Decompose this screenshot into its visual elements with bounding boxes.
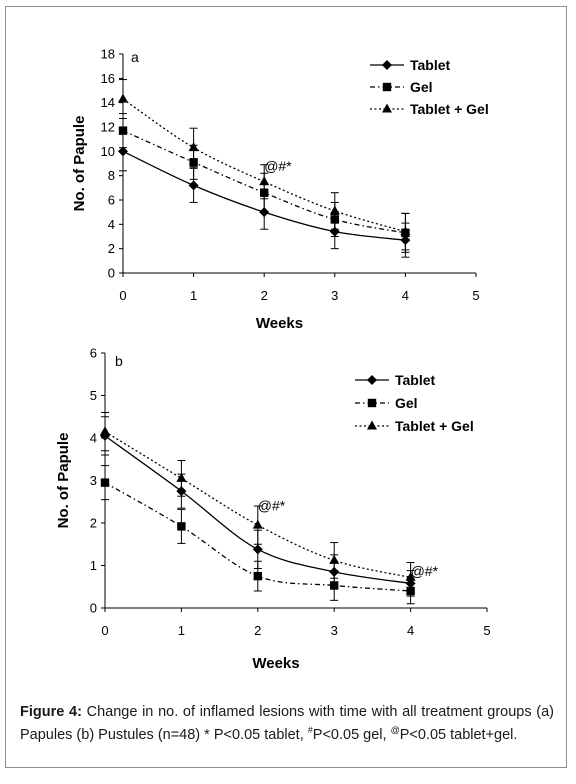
data-point	[176, 472, 187, 482]
data-point	[253, 571, 262, 581]
legend-marker	[367, 420, 377, 430]
y-tick-label: 4	[90, 431, 97, 446]
caption-text-3: P<0.05 tablet+gel.	[399, 726, 518, 743]
panel-label: a	[131, 49, 139, 65]
legend-label: Tablet	[410, 57, 451, 73]
caption-sup-2: @	[390, 725, 400, 735]
x-tick-label: 2	[261, 288, 268, 303]
y-tick-label: 16	[101, 71, 115, 86]
x-tick-label: 3	[331, 288, 338, 303]
caption-text-1: Change in no. of inflamed lesions with t…	[20, 704, 555, 743]
legend-label: Gel	[410, 79, 433, 95]
data-point	[330, 581, 339, 590]
y-axis-label: No. of Papule	[55, 433, 72, 529]
data-point	[100, 426, 110, 436]
y-tick-label: 0	[90, 601, 97, 616]
x-tick-label: 0	[101, 623, 108, 638]
x-tick-label: 5	[472, 288, 479, 303]
x-tick-label: 0	[119, 288, 126, 303]
y-tick-label: 14	[101, 95, 115, 110]
legend-label: Tablet + Gel	[410, 101, 489, 117]
legend-marker	[382, 60, 392, 70]
annotation-label: @#*	[258, 497, 286, 513]
y-tick-label: 2	[90, 516, 97, 531]
y-tick-label: 10	[101, 144, 115, 159]
data-point	[188, 180, 199, 191]
x-tick-label: 2	[254, 623, 261, 638]
data-point	[100, 478, 110, 487]
annotation-label: @#*	[264, 158, 292, 174]
series-tablet-gel	[118, 79, 411, 251]
y-tick-label: 8	[108, 168, 115, 183]
data-point	[405, 571, 416, 581]
data-point	[329, 554, 340, 564]
data-point	[118, 146, 128, 157]
x-tick-label: 4	[407, 623, 414, 638]
y-tick-label: 6	[90, 346, 97, 361]
y-tick-label: 5	[90, 388, 97, 403]
x-tick-label: 5	[483, 623, 490, 638]
legend-label: Tablet + Gel	[395, 418, 474, 434]
data-point	[400, 226, 411, 236]
chart-b: 0 1 2 3 4 5 6 0 1 2 3 4 5 Weeks No. of Papule b Tablet Ge…	[55, 346, 491, 673]
x-tick-label: 3	[331, 623, 338, 638]
data-point	[188, 142, 199, 152]
y-tick-label: 3	[90, 473, 97, 488]
data-point	[329, 205, 340, 215]
legend-marker	[367, 398, 377, 408]
data-point	[252, 544, 263, 555]
x-tick-label: 4	[402, 288, 409, 303]
caption-sup-1: #	[307, 725, 313, 735]
y-tick-label: 1	[90, 558, 97, 573]
x-tick-label: 1	[178, 623, 185, 638]
y-axis-label: No. of Papule	[71, 116, 88, 212]
caption-text-2: P<0.05 gel,	[312, 726, 391, 743]
series-line	[104, 431, 411, 579]
data-point	[118, 126, 128, 135]
legend-label: Gel	[395, 395, 418, 411]
figure-caption: Figure 4: Change in no. of inflamed lesi…	[20, 703, 554, 744]
caption-label: Figure 4:	[20, 704, 82, 720]
y-tick-label: 18	[101, 47, 115, 62]
annotation-label: @#*	[411, 563, 439, 579]
figure-frame	[5, 6, 567, 768]
data-point	[259, 176, 270, 186]
y-tick-label: 6	[108, 193, 115, 208]
x-axis-label: Weeks	[252, 655, 299, 672]
legend-marker	[382, 103, 392, 113]
x-axis-label: Weeks	[256, 315, 303, 332]
series-tablet-gel	[100, 412, 416, 593]
y-tick-label: 0	[108, 266, 115, 281]
data-point	[252, 519, 263, 529]
y-tick-label: 2	[108, 241, 115, 256]
legend-marker	[367, 375, 377, 385]
data-point	[118, 93, 128, 103]
x-tick-label: 1	[190, 288, 197, 303]
legend-label: Tablet	[395, 372, 436, 388]
data-point	[177, 522, 186, 531]
panel-label: b	[115, 353, 123, 369]
y-tick-label: 4	[108, 217, 115, 232]
legend-marker	[382, 82, 392, 92]
y-tick-label: 12	[101, 120, 115, 135]
